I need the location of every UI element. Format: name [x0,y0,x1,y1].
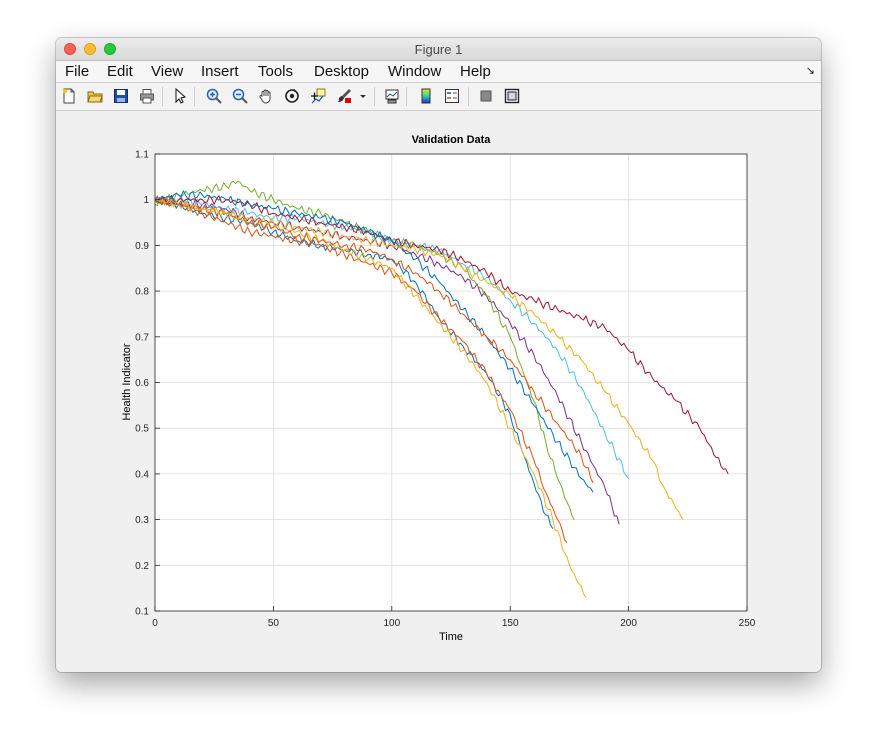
y-tick-label: 0.6 [135,378,149,389]
pointer-icon[interactable] [172,88,188,104]
menu-insert[interactable]: Insert [201,63,239,80]
toolbar-separator [374,87,375,106]
window-title: Figure 1 [414,42,463,57]
pan-hand-icon[interactable] [258,88,274,104]
figure-area: 0 50 100 150 200 250 0.1 0.2 0.3 0.4 0.5 0.6 0.7 0.8 0… [56,111,821,672]
insert-legend-icon[interactable] [444,88,460,104]
menu-desktop[interactable]: Desktop [314,63,370,80]
x-tick-label: 150 [502,618,519,629]
y-tick-label: 0.8 [135,287,149,298]
axis-ticks: 0 50 100 150 200 250 0.1 0.2 0.3 0.4 0.5 0.6 0.7 0.8 0… [135,150,756,630]
toolbar-separator [162,87,163,106]
series-line-9 [154,195,594,484]
dock-arrow-icon[interactable]: ↘ [805,65,815,77]
link-plot-icon[interactable] [384,88,400,104]
y-tick-label: 0.4 [135,469,149,480]
toolbar-separator [194,87,195,106]
y-tick-label: 0.9 [135,241,149,252]
series-line-2 [154,197,568,543]
title-bar: Figure 1 [56,38,821,61]
hide-plot-tools-icon[interactable] [478,88,494,104]
x-tick-label: 250 [739,618,756,629]
y-tick-label: 0.5 [135,424,149,435]
x-tick-label: 0 [152,618,158,629]
figure-window: Figure 1 File Edit View Insert Tools Des… [56,38,821,672]
y-tick-label: 0.7 [135,332,149,343]
data-cursor-icon[interactable] [310,88,326,104]
save-icon[interactable] [113,88,129,104]
minimize-window-button[interactable] [84,43,96,55]
x-tick-label: 100 [383,618,400,629]
close-window-button[interactable] [64,43,76,55]
show-plot-tools-icon[interactable] [504,88,520,104]
menu-view[interactable]: View [151,63,184,80]
zoom-out-icon[interactable] [232,88,248,104]
toolbar-separator [468,87,469,106]
toolbar-separator [406,87,407,106]
y-tick-label: 0.2 [135,561,149,572]
brush-icon[interactable] [336,88,352,104]
insert-colorbar-icon[interactable] [418,88,434,104]
series-lines [154,180,729,598]
rotate-3d-icon[interactable] [284,88,300,104]
new-figure-icon[interactable] [61,88,77,104]
series-line-4 [154,196,620,525]
series-line-8 [154,190,594,493]
y-tick-label: 1.1 [135,150,149,161]
x-tick-label: 200 [620,618,637,629]
series-line-10 [154,199,684,520]
series-line-5 [154,180,575,520]
menu-window[interactable]: Window [388,63,442,80]
open-file-icon[interactable] [87,88,103,104]
y-tick-label: 0.1 [135,607,149,618]
chart-title: Validation Data [412,134,492,146]
menu-edit[interactable]: Edit [107,63,133,80]
print-icon[interactable] [139,88,155,104]
menu-help[interactable]: Help [460,63,491,80]
y-axis-label: Health Indicator [121,343,133,420]
brush-dropdown-icon[interactable] [358,88,368,104]
menu-bar: File Edit View Insert Tools Desktop Wind… [56,61,821,83]
menu-tools[interactable]: Tools [258,63,294,80]
menu-file[interactable]: File [65,63,90,80]
x-tick-label: 50 [268,618,280,629]
toolbar [56,83,821,111]
y-tick-label: 1 [143,195,149,206]
chart: 0 50 100 150 200 250 0.1 0.2 0.3 0.4 0.5 0.6 0.7 0.8 0… [121,134,756,643]
y-tick-label: 0.3 [135,515,149,526]
x-axis-label: Time [439,631,463,643]
zoom-in-icon[interactable] [206,88,222,104]
maximize-window-button[interactable] [104,43,116,55]
